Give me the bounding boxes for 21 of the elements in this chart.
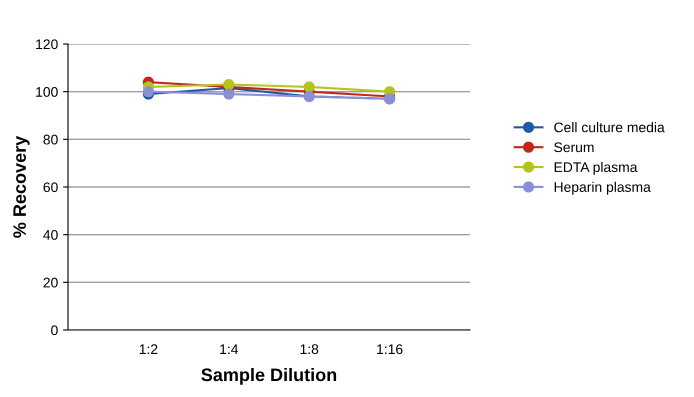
point	[304, 81, 315, 92]
legend-label: Cell culture media	[554, 122, 665, 132]
x-tick-label: 1:8	[300, 344, 318, 354]
y-tick-label: 60	[44, 182, 58, 192]
y-tick-label: 120	[36, 39, 58, 50]
x-tick-label: 1:4	[220, 344, 238, 354]
y-tick-label: 0	[51, 325, 58, 336]
point	[223, 88, 234, 100]
x-tick-label: 1:16	[377, 344, 403, 354]
point	[223, 78, 234, 90]
x-tick-label: 1:2	[140, 344, 158, 354]
y-tick-label: 80	[43, 134, 58, 145]
y-tick-label: 100	[36, 87, 58, 97]
legend-label: Serum	[554, 142, 594, 152]
legend-label: EDTA plasma	[554, 162, 638, 175]
x-axis-title: Sample Dilution	[201, 368, 336, 385]
y-tick-label: 20	[44, 278, 58, 288]
legend-label: Heparin plasma	[554, 182, 651, 195]
point	[142, 86, 154, 98]
y-axis-title: % Recovery	[13, 136, 30, 238]
y-tick-label: 40	[43, 230, 58, 240]
